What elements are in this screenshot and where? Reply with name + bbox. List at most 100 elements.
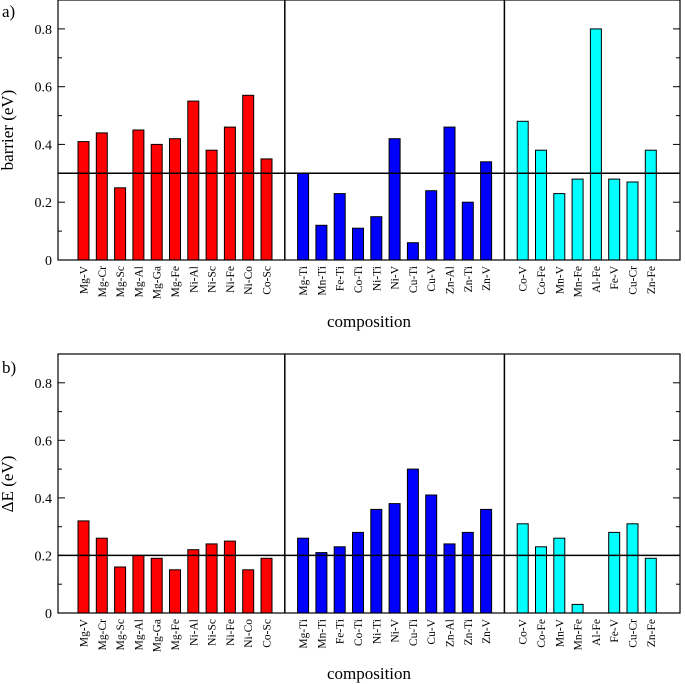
bar [333,193,346,261]
y-tick-label: 0.6 [35,434,53,449]
category-label: Ni-Ti [371,266,383,291]
category-label: Co-V [518,265,530,291]
bar [553,193,566,261]
category-label: Ni-Sc [207,619,219,646]
bar [187,549,200,614]
bar [535,149,547,261]
bar [553,537,566,614]
bar [260,158,273,261]
category-label: Mn-Fe [573,266,585,297]
category-label: Co-Ti [353,619,365,646]
bar [187,100,200,261]
category-label: Zn-V [481,265,493,291]
category-label: Ni-Co [243,266,255,295]
category-label: Ni-Fe [225,619,237,646]
category-label: Mn-Fe [573,619,585,650]
category-label: Cu-Cr [628,619,640,648]
category-label: Mg-Fe [170,266,182,297]
category-label: Mg-Fe [170,619,182,650]
bar [114,187,127,261]
bar [443,543,456,614]
bar [77,520,90,614]
category-label: Mg-Ti [298,619,310,649]
category-label: Fe-V [609,618,621,642]
bar [535,546,547,614]
y-tick-label: 0 [45,254,52,269]
bar [205,543,218,614]
bar [406,242,419,261]
category-label: Zn-Al [445,266,457,294]
category-label: Cu-V [426,618,438,644]
y-tick-label: 0.4 [35,138,53,153]
category-label: Mg-Al [133,619,145,650]
category-label: Ni-Al [188,266,200,293]
y-axis-title: barrier (eV) [0,90,17,171]
category-label: Ni-Al [188,619,200,646]
bar [443,126,456,261]
category-label: Mg-Cr [97,619,109,650]
bar [644,149,657,261]
bar [516,523,529,614]
bar [644,557,657,614]
category-label: Co-V [518,618,530,644]
bar [315,552,328,614]
category-label: Mn-V [554,618,566,647]
category-label: Ni-V [390,265,402,289]
category-label: Fe-V [609,265,621,289]
panel-label: a) [2,2,15,21]
bar [480,508,493,614]
category-label: Ni-Co [243,619,255,648]
category-label: Cu-Ti [408,619,420,646]
bar [169,569,181,614]
bar [388,503,401,614]
category-label: Co-Fe [536,266,548,295]
bar [480,161,493,261]
y-tick-label: 0.6 [35,81,53,96]
bar [425,494,438,614]
category-label: Mn-Ti [316,619,328,649]
bar [77,141,90,261]
category-label: Co-Sc [262,619,274,648]
bar [352,227,364,261]
bar [132,554,145,614]
category-label: Mg-Ti [298,266,310,296]
category-label: Cu-Cr [628,266,640,295]
category-label: Co-Ti [353,266,365,293]
bar [461,531,474,614]
bar [95,537,108,614]
category-label: Ni-V [390,618,402,642]
category-label: Zn-Ti [463,266,475,292]
category-label: Mg-V [79,618,91,647]
y-tick-label: 0 [45,607,52,622]
category-label: Zn-Ti [463,619,475,645]
bar [589,28,602,261]
chart-panel-a: Mg-V Mg-Cr Mg-Sc Mg-Al Mg-Ga Mg-Fe Ni-Al Ni-Sc N… [0,0,681,331]
category-label: Mg-Sc [115,266,127,297]
category-label: Co-Fe [536,619,548,648]
bar [315,224,328,261]
bar [150,557,163,614]
category-label: Ni-Ti [371,619,383,644]
category-label: Mg-Ga [152,266,164,299]
category-label: Mn-Ti [316,266,328,296]
bar [352,531,364,614]
bar [516,120,529,261]
category-label: Mg-Cr [97,266,109,297]
category-label: Mg-Sc [115,619,127,650]
category-label: Zn-Al [445,619,457,647]
category-label: Zn-Fe [646,266,658,294]
y-tick-label: 0.8 [35,23,53,38]
bar [242,569,255,614]
bar [242,94,255,261]
bar [223,540,236,614]
category-label: Ni-Sc [207,266,219,293]
bar [260,557,273,614]
bar [150,143,163,261]
bar [333,546,346,614]
category-label: Al-Fe [591,619,603,646]
panel-label: b) [2,358,16,377]
bar [571,603,584,614]
bar [132,129,145,261]
category-label: Mg-Ga [152,619,164,652]
